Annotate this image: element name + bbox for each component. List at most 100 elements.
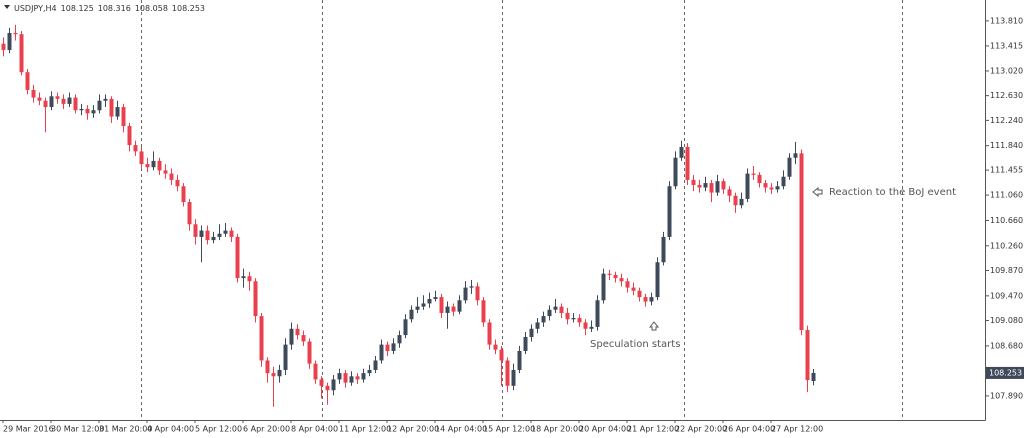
annotation: Speculation starts xyxy=(590,339,680,350)
candle-body xyxy=(325,385,330,391)
candle-body xyxy=(31,89,36,98)
x-tick-label: 12 Apr 20:00 xyxy=(387,425,439,434)
open: 108.125 xyxy=(61,4,94,13)
candle-body xyxy=(703,183,708,188)
y-tick-label: 110.660 xyxy=(990,216,1023,225)
candle-body xyxy=(67,97,72,104)
candle-body xyxy=(163,170,168,174)
candle-body xyxy=(349,376,354,383)
x-tick-label: 27 Apr 12:00 xyxy=(771,425,823,434)
candle-body xyxy=(193,224,198,237)
candle-body xyxy=(103,98,108,101)
y-tick-label: 112.240 xyxy=(990,116,1023,125)
candle-body xyxy=(307,341,312,364)
candle-body xyxy=(319,379,324,386)
candle-body xyxy=(175,179,180,187)
candle-body xyxy=(643,297,648,302)
candle-body xyxy=(391,343,396,351)
candle-body xyxy=(169,173,174,180)
candle-body xyxy=(499,349,504,361)
candle-body xyxy=(517,350,522,370)
y-tick-label: 111.840 xyxy=(990,141,1023,150)
candle-body xyxy=(673,157,678,187)
y-tick-label: 109.870 xyxy=(990,266,1023,275)
candle-body xyxy=(289,328,294,345)
candle-body xyxy=(55,96,60,99)
candle-body xyxy=(127,126,132,146)
candle-body xyxy=(475,286,480,301)
y-tick-label: 110.260 xyxy=(990,241,1023,250)
x-tick-label: 20 Apr 04:00 xyxy=(579,425,631,434)
candle-body xyxy=(331,379,336,391)
candle-body xyxy=(553,306,558,310)
candle-body xyxy=(739,198,744,206)
symbol: USDJPY,H4 xyxy=(14,4,57,13)
candle-body xyxy=(481,300,486,323)
x-tick-label: 5 Apr 12:00 xyxy=(195,425,242,434)
high: 108.316 xyxy=(98,4,131,13)
candle-body xyxy=(751,173,756,175)
y-tick-label: 111.455 xyxy=(990,166,1023,175)
candle-body xyxy=(19,34,24,73)
candle-body xyxy=(523,337,528,351)
candle-body xyxy=(787,157,792,177)
candle-body xyxy=(49,96,54,108)
candle-body xyxy=(415,306,420,310)
candle-body xyxy=(547,309,552,317)
current-price-label: 108.253 xyxy=(989,368,1022,377)
candle-body xyxy=(403,319,408,336)
candle-body xyxy=(355,376,360,380)
x-tick-label: 6 Apr 20:00 xyxy=(243,425,290,434)
candle-body xyxy=(697,184,702,188)
candle-body xyxy=(121,107,126,127)
candle-body xyxy=(439,297,444,313)
candle-body xyxy=(85,108,90,114)
candle-body xyxy=(607,273,612,275)
candle-body xyxy=(97,100,102,111)
candle-body xyxy=(667,186,672,237)
candle-body xyxy=(151,160,156,168)
candle-body xyxy=(559,306,564,313)
candle-body xyxy=(529,328,534,338)
candle-body xyxy=(13,32,18,35)
x-tick-label: 21 Apr 12:00 xyxy=(627,425,679,434)
candle-body xyxy=(427,299,432,304)
x-tick-label: 22 Apr 20:00 xyxy=(675,425,727,434)
low: 108.058 xyxy=(135,4,168,13)
candle-body xyxy=(385,344,390,351)
y-tick-label: 109.470 xyxy=(990,291,1023,300)
candle-body xyxy=(235,236,240,279)
candle-body xyxy=(361,373,366,380)
candle-body xyxy=(583,322,588,329)
candle-body xyxy=(745,173,750,199)
x-tick-label: 30 Mar 12:00 xyxy=(51,425,104,434)
candle-body xyxy=(811,372,816,382)
candle-body xyxy=(631,287,636,291)
candle-body xyxy=(805,330,810,381)
candle-body xyxy=(637,290,642,298)
x-tick-label: 29 Mar 2016 xyxy=(3,425,54,434)
candle-body xyxy=(181,186,186,203)
chart-header: USDJPY,H4 108.125 108.316 108.058 108.253 xyxy=(14,4,205,13)
candle-body xyxy=(769,187,774,190)
candle-body xyxy=(571,318,576,320)
candle-body xyxy=(715,181,720,193)
candle-body xyxy=(463,287,468,301)
candle-body xyxy=(379,344,384,361)
candle-body xyxy=(205,230,210,241)
candle-body xyxy=(487,322,492,345)
y-tick-label: 113.810 xyxy=(990,16,1023,25)
y-tick-label: 112.630 xyxy=(990,91,1023,100)
period-separators xyxy=(141,0,903,420)
candle-body xyxy=(397,335,402,344)
candle-body xyxy=(295,328,300,336)
candle-body xyxy=(445,306,450,313)
candle-body xyxy=(565,312,570,320)
candle-body xyxy=(343,373,348,383)
candle-body xyxy=(619,278,624,282)
candle-body xyxy=(757,174,762,184)
candle-body xyxy=(781,176,786,187)
candle-body xyxy=(241,276,246,279)
candle-body xyxy=(511,369,516,386)
